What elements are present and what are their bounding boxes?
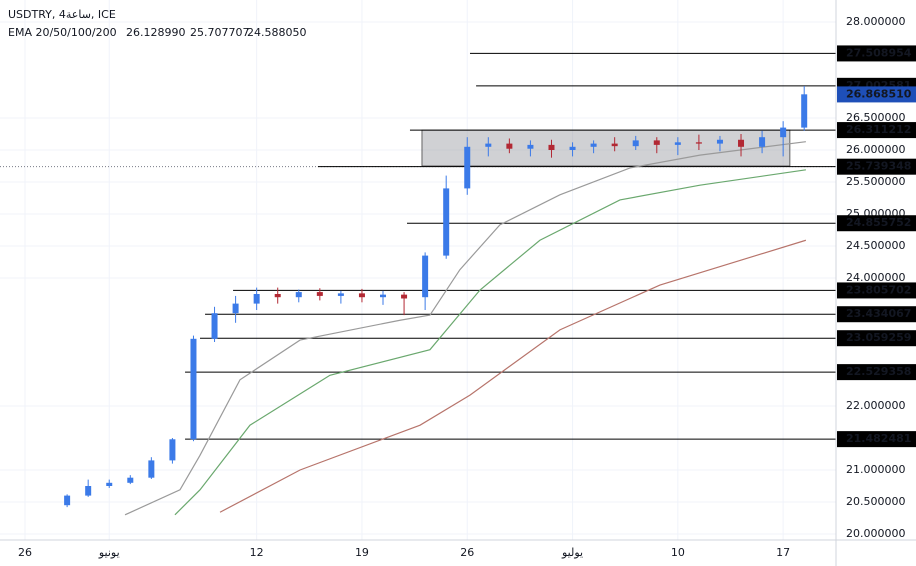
candle-body (190, 338, 197, 440)
candle-body (127, 477, 134, 483)
level-label-box (837, 45, 916, 62)
candle-body (527, 144, 534, 149)
candle-body (611, 143, 618, 147)
level-label: 27.508954 (846, 46, 912, 59)
y-tick-label: 20.000000 (846, 527, 906, 540)
zone (421, 129, 791, 167)
level-label: 21.482481 (846, 432, 911, 445)
level-label-box (837, 282, 916, 299)
y-tick-label: 24.000000 (846, 271, 906, 284)
last-price-box (837, 86, 916, 103)
candle-body (148, 460, 155, 478)
candle-body (169, 439, 176, 461)
x-tick-label: يونيو (98, 546, 120, 559)
candle-body (106, 482, 113, 486)
candle-body (358, 293, 365, 298)
candle-body (253, 294, 260, 304)
candle-body (695, 142, 702, 144)
level-label-box (837, 306, 916, 323)
y-tick-label: 24.500000 (846, 239, 906, 252)
ema-line (219, 239, 807, 513)
candle-body (211, 313, 218, 339)
candle-body (316, 292, 323, 296)
y-tick-label: 28.000000 (846, 15, 906, 28)
level-label-box (837, 364, 916, 381)
chart-title: USDTRY, 4ساعة, ICE (8, 8, 116, 21)
level-label-box (837, 330, 916, 347)
candle-body (274, 294, 281, 298)
candle-body (801, 94, 808, 128)
candle-body (401, 294, 408, 299)
candle-body (780, 127, 787, 138)
y-tick-label: 22.000000 (846, 399, 906, 412)
y-tick-label: 21.000000 (846, 463, 906, 476)
x-tick-label: 26 (18, 546, 32, 559)
x-tick-label: 26 (460, 546, 474, 559)
candle-body (443, 188, 450, 256)
candle-body (632, 140, 639, 147)
candle-body (738, 139, 745, 147)
candle-body (716, 139, 723, 144)
indicator-value: 25.707707 (190, 26, 250, 39)
y-tick-label: 25.500000 (846, 175, 906, 188)
x-tick-label: 12 (250, 546, 264, 559)
candle-body (85, 486, 92, 496)
candle-body (590, 143, 597, 147)
indicator-value: 26.128990 (126, 26, 186, 39)
level-label-box (837, 122, 916, 139)
candle-body (485, 143, 492, 147)
candle-body (759, 137, 766, 147)
plot (0, 52, 836, 516)
level-label-box (837, 158, 916, 175)
candle-body (506, 143, 513, 149)
indicator-value: 24.588050 (247, 26, 307, 39)
indicator-name: EMA 20/50/100/200 (8, 26, 117, 39)
x-tick-label: 17 (776, 546, 790, 559)
level-label: 22.529358 (846, 365, 911, 378)
level-label: 24.855752 (846, 216, 911, 229)
y-tick-label: 26.500000 (846, 111, 906, 124)
ema-line (174, 169, 806, 516)
axes: 28.00000026.50000026.00000025.50000025.0… (18, 15, 916, 559)
level-label-box (837, 215, 916, 232)
level-label-box (837, 431, 916, 448)
ema-line (124, 141, 806, 516)
candle-body (653, 140, 660, 145)
candle-body (337, 293, 344, 296)
x-tick-label: 19 (355, 546, 369, 559)
x-tick-label: يوليو (561, 546, 583, 559)
level-label: 23.434067 (846, 307, 911, 320)
y-tick-label: 20.500000 (846, 495, 906, 508)
level-label: 26.311212 (846, 123, 911, 136)
last-price-label: 26.868510 (846, 87, 912, 100)
candle-body (674, 142, 681, 145)
candle-body (464, 146, 471, 189)
y-tick-label: 26.000000 (846, 143, 906, 156)
grid (0, 0, 836, 540)
candle-body (380, 294, 387, 298)
candle-body (295, 292, 302, 298)
candle-body (422, 255, 429, 298)
candle-body (232, 303, 239, 314)
level-label: 25.739348 (846, 160, 911, 173)
candle-body (64, 495, 71, 506)
x-tick-label: 10 (671, 546, 685, 559)
level-label: 23.805702 (846, 283, 911, 296)
candle-body (548, 144, 555, 150)
candle-body (569, 146, 576, 150)
level-label: 23.059259 (846, 331, 911, 344)
